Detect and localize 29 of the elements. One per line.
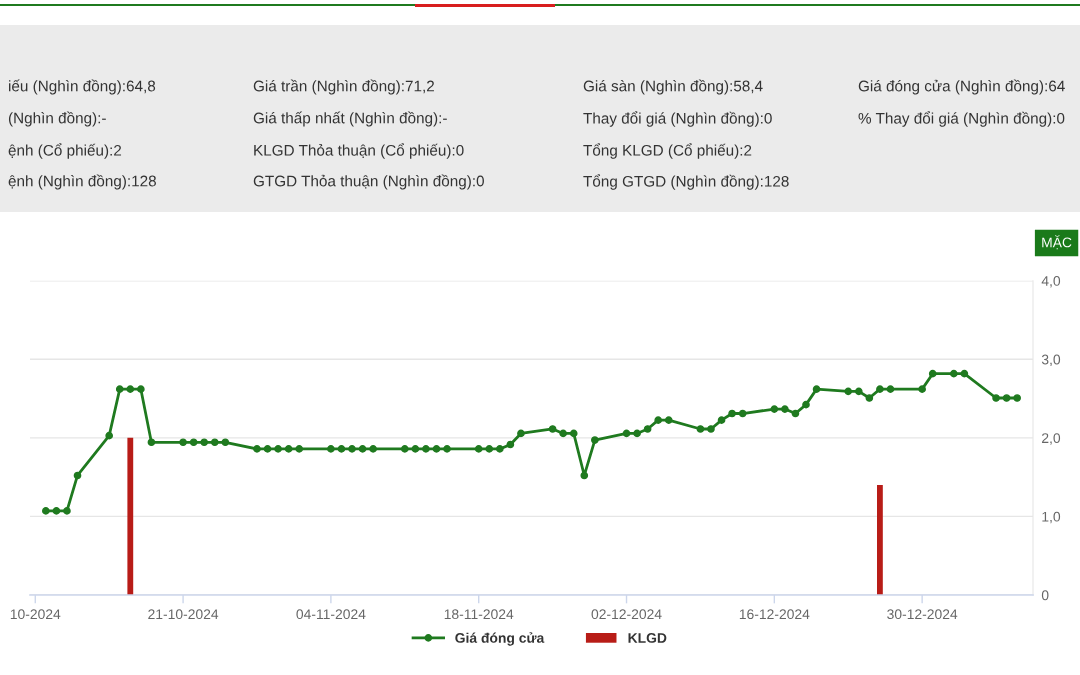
y-tick-label: 2,0	[1042, 433, 1061, 445]
text: Thay đổi giá (Nghìn đồng):0	[583, 111, 772, 127]
text: Giá thấp nhất (Nghìn đồng):-	[253, 111, 447, 127]
x-tick-label: 04-11-2024	[296, 609, 366, 620]
text: MẶC	[1042, 235, 1072, 250]
text: iếu (Nghìn đồng):64,8	[9, 79, 156, 95]
x-tick-label: 10-2024	[10, 609, 61, 620]
text: ệnh (Nghìn đồng):128	[8, 174, 156, 190]
legend-label: KLGD	[628, 633, 667, 643]
y-tick-label: 1,0	[1042, 511, 1061, 524]
x-tick-label: 30-12-2024	[887, 609, 958, 620]
text: KLGD Thỏa thuận (Cổ phiếu):0	[254, 143, 464, 159]
y-tick-label: 3,0	[1041, 354, 1061, 367]
text: Tổng GTGD (Nghìn đồng):128	[583, 174, 789, 190]
y-tick-label: 4,0	[1041, 276, 1061, 288]
text: Tổng KLGD (Cổ phiếu):2	[583, 143, 752, 159]
x-tick-label: 21-10-2024	[148, 609, 219, 620]
x-tick-label: 16-12-2024	[739, 609, 810, 620]
x-tick-label: 02-12-2024	[591, 609, 662, 620]
text: % Thay đổi giá (Nghìn đồng):0	[858, 111, 1065, 127]
y-tick-label: 0	[1041, 590, 1049, 601]
text: ệnh (Cổ phiếu):2	[8, 143, 122, 159]
text: Giá sàn (Nghìn đồng):58,4	[583, 79, 763, 95]
text: Giá trần (Nghìn đồng):71,2	[253, 79, 434, 95]
text: GTGD Thỏa thuận (Nghìn đồng):0	[253, 174, 484, 190]
x-tick-label: 18-11-2024	[444, 609, 514, 620]
legend-label: Giá đóng cửa	[455, 632, 545, 646]
text: (Nghìn đồng):-	[8, 111, 106, 127]
text: Giá đóng cửa (Nghìn đồng):64	[858, 79, 1065, 95]
